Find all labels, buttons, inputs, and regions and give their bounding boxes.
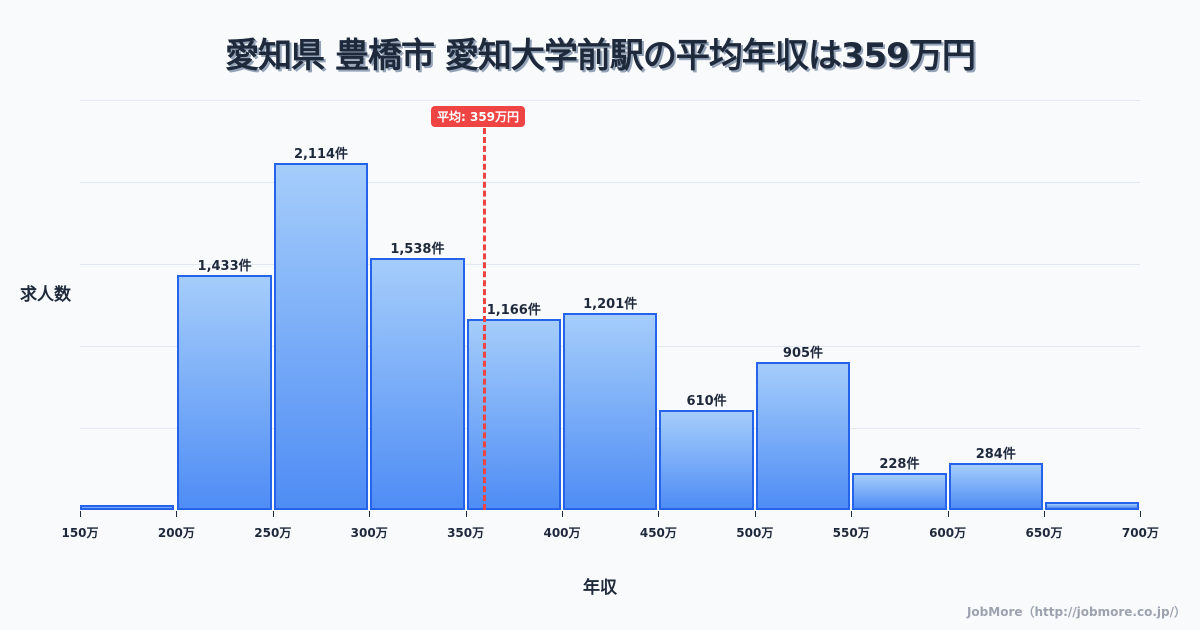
x-tick: [658, 511, 660, 517]
bar-value-label: 2,114件: [293, 147, 349, 163]
x-tick: [851, 511, 853, 517]
chart-title: 愛知県 豊橋市 愛知大学前駅の平均年収は359万円: [225, 36, 976, 76]
histogram-bar: [370, 257, 465, 510]
x-tick-label: 550万: [832, 526, 870, 540]
mean-line: [483, 128, 486, 510]
x-tick-label: 200万: [157, 526, 195, 540]
x-tick: [947, 511, 949, 517]
bar-value-label: 228件: [879, 456, 920, 472]
histogram-bar: [755, 361, 851, 510]
histogram-bar: [852, 472, 947, 510]
histogram-bar: [1045, 501, 1140, 510]
footer-credit: JobMore（http://jobmore.co.jp/）: [966, 605, 1186, 619]
x-tick-label: 600万: [929, 526, 967, 540]
x-tick: [369, 511, 371, 517]
histogram-bar: [466, 318, 561, 510]
x-tick: [176, 511, 178, 517]
histogram-bar: [273, 163, 369, 510]
x-tick: [1044, 511, 1045, 517]
x-axis-label: 年収: [583, 578, 617, 598]
x-tick-label: 150万: [61, 526, 99, 540]
bar-value-label: 610件: [686, 393, 727, 409]
x-tick-label: 250万: [254, 526, 292, 540]
histogram-bar: [948, 463, 1043, 510]
bar-value-label: 284件: [975, 447, 1016, 463]
x-tick-label: 350万: [447, 526, 485, 540]
bar-value-label: 1,201件: [583, 297, 638, 313]
x-tick: [1140, 511, 1142, 517]
x-tick: [754, 511, 756, 517]
gridline: [80, 182, 1140, 183]
x-tick-label: 300万: [350, 526, 388, 540]
bar-value-label: 905件: [782, 345, 824, 361]
x-tick: [80, 511, 81, 517]
bar-value-label: 1,433件: [197, 258, 252, 274]
x-tick: [272, 511, 274, 517]
bar-value-label: 1,166件: [486, 302, 541, 318]
x-tick: [562, 511, 563, 517]
x-tick-label: 650万: [1025, 526, 1063, 540]
x-tick-label: 450万: [639, 526, 677, 540]
mean-badge: 平均: 359万円: [431, 106, 526, 127]
gridline: [80, 100, 1140, 101]
x-tick-label: 700万: [1121, 526, 1159, 540]
x-tick-label: 400万: [543, 526, 581, 540]
x-tick: [465, 511, 467, 517]
histogram-bar: [659, 409, 754, 510]
histogram-bar: [177, 274, 272, 510]
x-tick-label: 500万: [736, 526, 774, 540]
histogram-bar: [80, 505, 175, 510]
histogram-bar: [563, 313, 658, 510]
y-axis-label: 求人数: [20, 285, 71, 305]
bar-value-label: 1,538件: [390, 241, 445, 257]
gridline: [80, 264, 1140, 265]
